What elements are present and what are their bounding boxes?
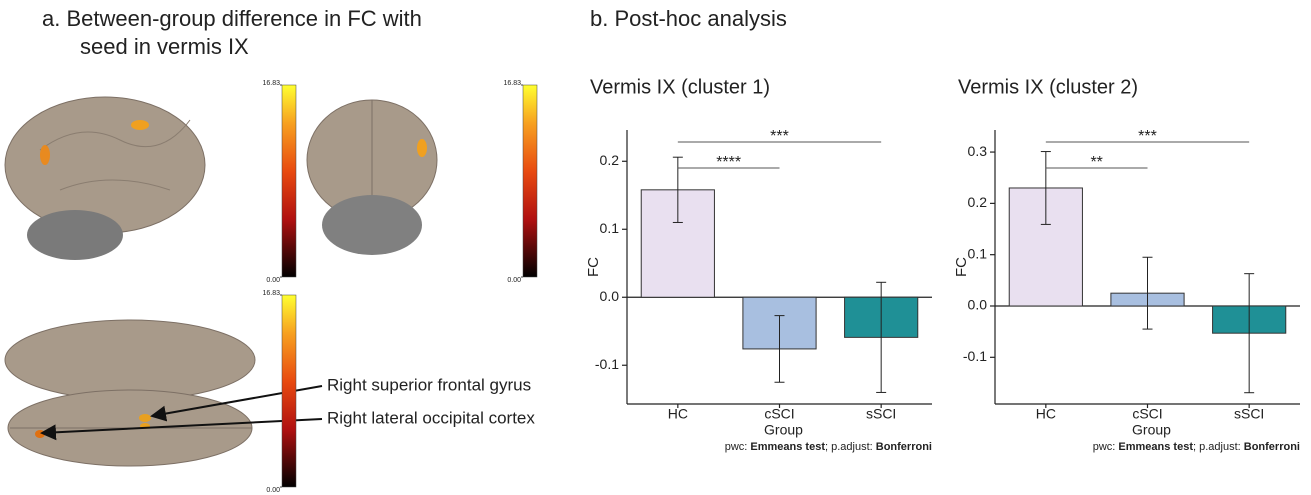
note-part: pwc:	[1093, 441, 1119, 453]
x-tick-label: cSCI	[1132, 406, 1162, 422]
annotation: Right superior frontal gyrus	[327, 375, 531, 394]
figure: a. Between-group difference in FC with s…	[0, 0, 1311, 495]
y-tick-label: -0.1	[963, 348, 987, 364]
y-tick-label: -0.1	[595, 356, 619, 372]
y-tick-label: 0.1	[600, 220, 620, 236]
brain-lateral	[5, 97, 205, 260]
note-part: ; p.adjust:	[825, 441, 876, 453]
significance-label: ***	[1138, 128, 1157, 145]
brain-posterior	[307, 100, 437, 255]
colorbar-tick-label: 16.83	[503, 80, 521, 87]
note-part: ; p.adjust:	[1193, 441, 1244, 453]
colorbar	[282, 85, 296, 277]
y-tick-label: 0.3	[968, 143, 988, 159]
x-tick-label: HC	[1036, 406, 1056, 422]
note-part: Emmeans test	[1118, 441, 1193, 453]
panel-a-title: seed in vermis IX	[80, 34, 249, 59]
chart-title: Vermis IX (cluster 1)	[590, 76, 770, 98]
y-tick-label: 0.1	[968, 245, 988, 261]
chart-title: Vermis IX (cluster 2)	[958, 76, 1138, 98]
y-tick-label: 0.0	[600, 288, 620, 304]
note-part: Bonferroni	[876, 441, 932, 453]
y-axis-label: FC	[585, 257, 602, 277]
colorbar-tick-label: 0.00	[266, 487, 280, 494]
panel-b-title: b. Post-hoc analysis	[590, 6, 787, 31]
x-tick-label: HC	[668, 406, 688, 422]
note-part: pwc:	[725, 441, 751, 453]
colorbar	[523, 85, 537, 277]
colorbar-tick-label: 0.00	[266, 277, 280, 284]
colorbar-tick-label: 16.83	[262, 80, 280, 87]
x-tick-label: cSCI	[764, 406, 794, 422]
note-part: Emmeans test	[750, 441, 825, 453]
y-tick-label: 0.2	[968, 194, 988, 210]
note-part: Bonferroni	[1244, 441, 1300, 453]
colorbar-tick-label: 0.00	[507, 277, 521, 284]
x-tick-label: sSCI	[1234, 406, 1264, 422]
note: pwc: Emmeans test; p.adjust: Bonferroni	[725, 441, 932, 453]
colorbar	[282, 295, 296, 487]
significance-label: **	[1090, 154, 1102, 171]
y-tick-label: 0.2	[600, 152, 620, 168]
x-axis-label: Group	[1132, 422, 1171, 438]
annotation: Right lateral occipital cortex	[327, 408, 535, 427]
significance-label: ***	[770, 128, 789, 145]
panel-a-title: a. Between-group difference in FC with	[42, 6, 422, 31]
note: pwc: Emmeans test; p.adjust: Bonferroni	[1093, 441, 1300, 453]
y-tick-label: 0.0	[968, 297, 988, 313]
x-tick-label: sSCI	[866, 406, 896, 422]
significance-label: ****	[716, 154, 741, 171]
brain-inferior	[5, 320, 255, 466]
colorbar-tick-label: 16.83	[262, 290, 280, 297]
x-axis-label: Group	[764, 422, 803, 438]
